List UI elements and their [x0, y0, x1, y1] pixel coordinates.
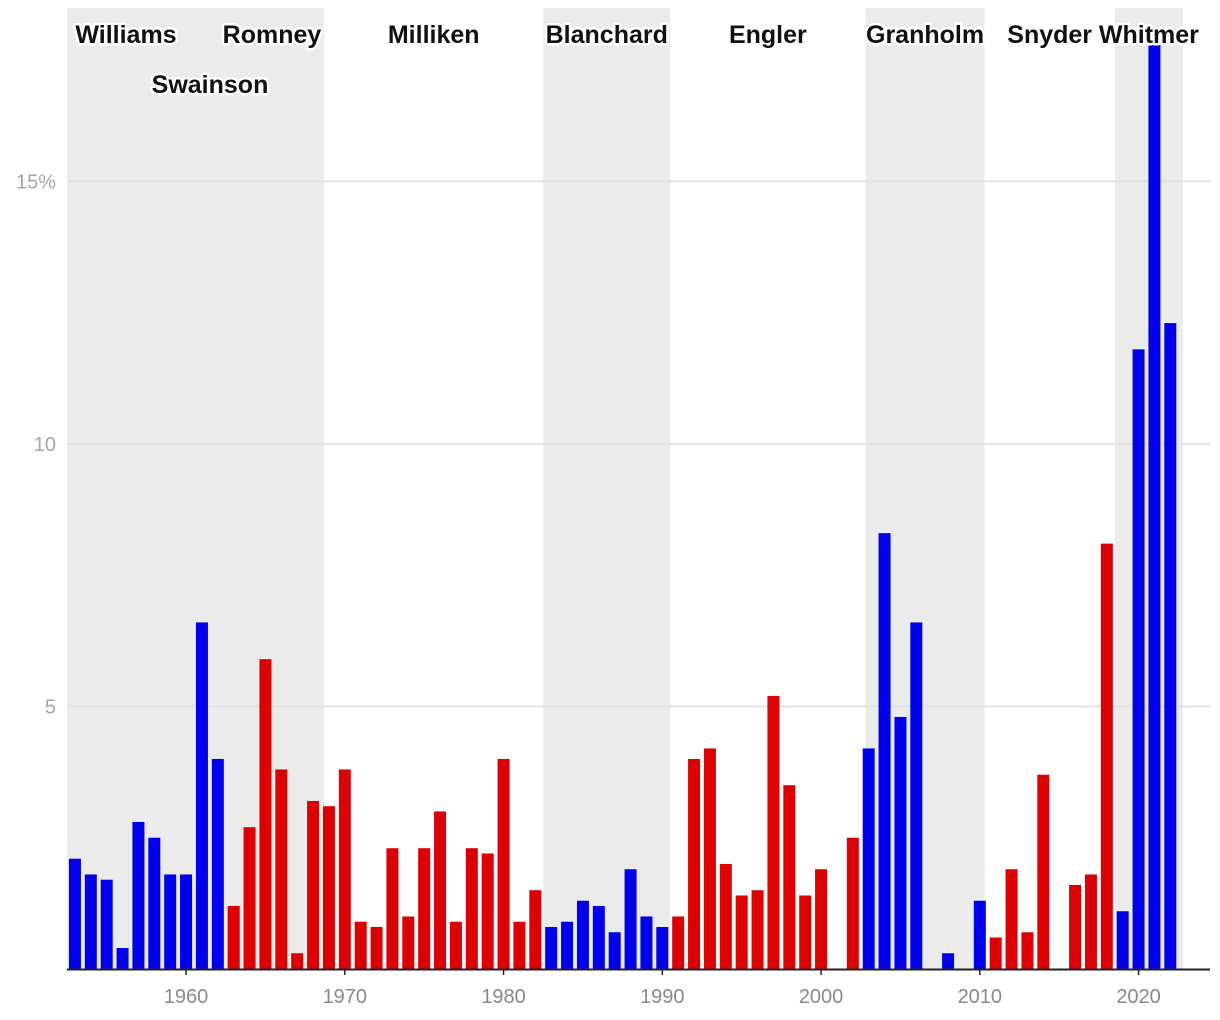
- bar-2000: [815, 869, 828, 969]
- bar-2019: [1116, 911, 1129, 969]
- bar-1966: [275, 769, 288, 969]
- bar-1969: [322, 806, 335, 969]
- gridlines: [67, 180, 1210, 708]
- bar-2002: [846, 837, 859, 969]
- governor-label-williams: Williams: [75, 21, 176, 49]
- bar-1963: [227, 905, 240, 969]
- bar-1979: [481, 853, 494, 969]
- bar-1990: [656, 926, 669, 969]
- y-tick-label: 15%: [16, 171, 56, 193]
- governor-label-romney: Romney: [223, 21, 322, 49]
- bar-1992: [688, 758, 701, 969]
- bar-1956: [116, 947, 129, 969]
- bar-2016: [1069, 884, 1082, 969]
- bar-2006: [910, 622, 923, 969]
- axes: 5 10 15% 1960 1970 1980 1990 2000 2010 2020: [16, 171, 1210, 1008]
- bar-1967: [291, 953, 304, 969]
- bar-1958: [148, 837, 161, 969]
- bar-1985: [576, 900, 589, 969]
- governor-label-swainson: Swainson: [152, 71, 269, 99]
- bar-2022: [1164, 323, 1177, 969]
- y-tick-label: 5: [45, 696, 56, 718]
- bar-1988: [624, 869, 637, 969]
- bar-1961: [195, 622, 208, 969]
- bar-1976: [434, 811, 447, 969]
- bar-1978: [465, 848, 478, 969]
- bar-1975: [418, 848, 431, 969]
- bar-1971: [354, 921, 367, 969]
- bar-1994: [719, 863, 732, 969]
- x-tick-label: 1990: [640, 986, 685, 1008]
- bar-1997: [767, 695, 780, 969]
- x-tick-label: 1960: [164, 986, 209, 1008]
- bar-2011: [989, 937, 1002, 969]
- x-tick-label: 2010: [958, 986, 1003, 1008]
- bar-1974: [402, 916, 415, 969]
- governor-label-whitmer: Whitmer: [1099, 21, 1199, 49]
- bar-1991: [672, 916, 685, 969]
- governor-label-blanchard: Blanchard: [546, 21, 668, 49]
- bar-1987: [608, 932, 621, 969]
- x-tick-label: 1970: [323, 986, 368, 1008]
- bar-2017: [1084, 874, 1097, 969]
- bar-1981: [513, 921, 526, 969]
- bar-1989: [640, 916, 653, 969]
- bar-1986: [592, 905, 605, 969]
- bar-1959: [164, 874, 177, 969]
- bar-1995: [735, 895, 748, 969]
- bar-1954: [84, 874, 97, 969]
- bar-2013: [1021, 932, 1034, 969]
- bar-1972: [370, 926, 383, 969]
- bar-1970: [338, 769, 351, 969]
- bar-2008: [942, 953, 955, 969]
- bar-1955: [100, 879, 113, 969]
- bar-1977: [449, 921, 462, 969]
- governor-label-milliken: Milliken: [388, 21, 480, 49]
- bar-1998: [783, 785, 796, 969]
- governor-labels: Williams Swainson Romney Milliken Blanchard E…: [73, 19, 1202, 102]
- bar-1996: [751, 890, 764, 969]
- bar-1993: [703, 748, 716, 969]
- governor-term-shading: [67, 8, 1184, 969]
- bar-2020: [1132, 349, 1145, 969]
- x-tick-label: 1980: [481, 986, 526, 1008]
- bar-1964: [243, 827, 256, 969]
- term-shade-blanchard: [543, 8, 671, 969]
- bar-2003: [862, 748, 875, 969]
- bar-1973: [386, 848, 399, 969]
- bar-1953: [68, 858, 81, 969]
- bar-1980: [497, 758, 510, 969]
- bar-2014: [1037, 774, 1050, 969]
- bar-1962: [211, 758, 224, 969]
- bar-1999: [799, 895, 812, 969]
- bar-2021: [1148, 44, 1161, 969]
- bar-2018: [1100, 543, 1113, 969]
- x-tick-label: 2000: [799, 986, 844, 1008]
- bar-1984: [561, 921, 574, 969]
- bar-2010: [973, 900, 986, 969]
- governor-label-snyder: Snyder: [1007, 21, 1092, 49]
- term-shade-williams: [67, 8, 202, 969]
- y-tick-label: 10: [34, 434, 56, 456]
- bar-1982: [529, 890, 542, 969]
- governor-label-granholm: Granholm: [866, 21, 984, 49]
- x-tick-label: 2020: [1116, 986, 1161, 1008]
- bar-1957: [132, 821, 145, 969]
- bars: [68, 44, 1177, 969]
- bar-2004: [878, 533, 891, 969]
- governor-label-engler: Engler: [729, 21, 807, 49]
- bar-2012: [1005, 869, 1018, 969]
- bar-1968: [307, 800, 320, 969]
- bar-1983: [545, 926, 558, 969]
- bar-1965: [259, 659, 272, 969]
- bar-1960: [180, 874, 193, 969]
- bar-2005: [894, 716, 907, 969]
